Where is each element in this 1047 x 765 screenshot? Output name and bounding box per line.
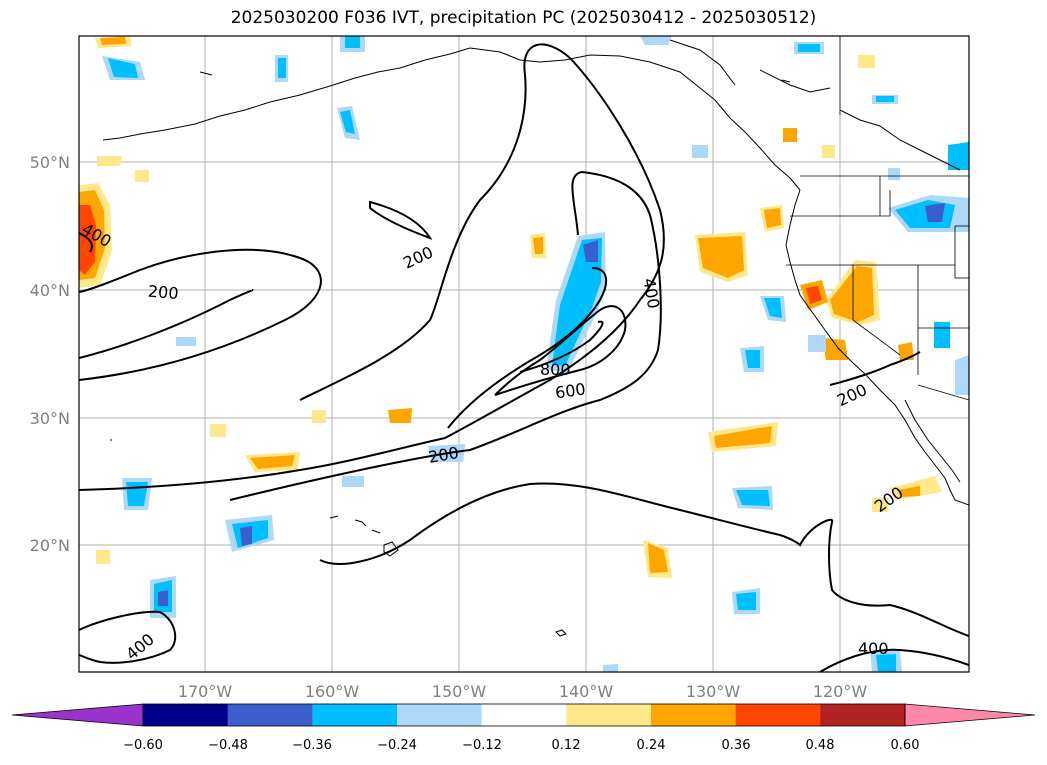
lon-label-150: 150°W: [432, 682, 487, 701]
colorbar-tick: 0.24: [637, 738, 666, 753]
lon-label-130: 130°W: [686, 682, 741, 701]
gridlines: [79, 36, 969, 672]
plot-frame: [78, 35, 970, 673]
colorbar: −0.60 −0.48 −0.36 −0.24 −0.12 0.12 0.24 …: [11, 703, 1036, 753]
lon-label-170: 170°W: [178, 682, 233, 701]
lon-label-140: 140°W: [559, 682, 614, 701]
colorbar-segment: [481, 704, 567, 726]
lon-label-120: 120°W: [813, 682, 868, 701]
latitude-labels: 50°N 40°N 30°N 20°N: [30, 153, 70, 555]
colorbar-segment: [566, 704, 652, 726]
colorbar-tick: 0.12: [552, 738, 581, 753]
contour-label: 600: [554, 379, 587, 402]
colorbar-tick: 0.48: [806, 738, 835, 753]
colorbar-tick: −0.24: [377, 738, 417, 753]
colorbar-segment: [227, 704, 313, 726]
precip-negative-shading: [102, 36, 969, 672]
map-plot-area: 400 200 200 400 800 600 200 200 200 400 …: [79, 36, 969, 672]
lat-label-40: 40°N: [30, 281, 70, 300]
colorbar-segment: [143, 704, 229, 726]
colorbar-tick: 0.60: [891, 738, 920, 753]
lat-label-20: 20°N: [30, 536, 70, 555]
colorbar-extend-min: [11, 703, 144, 727]
colorbar-tick: 0.36: [722, 738, 751, 753]
map-title: 2025030200 F036 IVT, precipitation PC (2…: [230, 8, 817, 28]
colorbar-segment: [651, 704, 737, 726]
lat-label-30: 30°N: [30, 409, 70, 428]
ivt-contours: [79, 43, 969, 672]
precip-positive-shading: [79, 36, 942, 578]
colorbar-segment: [397, 704, 483, 726]
colorbar-segment: [735, 704, 821, 726]
lat-label-50: 50°N: [30, 153, 70, 172]
colorbar-segment: [820, 704, 906, 726]
colorbar-segment: [312, 704, 398, 726]
contour-label: 400: [858, 639, 889, 658]
colorbar-tick: −0.60: [123, 738, 163, 753]
longitude-labels: 170°W 160°W 150°W 140°W 130°W 120°W: [178, 682, 868, 701]
colorbar-extend-max: [904, 703, 1036, 727]
borders: [786, 36, 969, 401]
contour-label: 200: [147, 282, 179, 304]
coastlines: [102, 39, 969, 637]
contour-label: 800: [540, 360, 571, 379]
colorbar-tick: −0.48: [208, 738, 248, 753]
colorbar-tick: −0.36: [292, 738, 332, 753]
colorbar-tick: −0.12: [462, 738, 502, 753]
lon-label-160: 160°W: [305, 682, 360, 701]
